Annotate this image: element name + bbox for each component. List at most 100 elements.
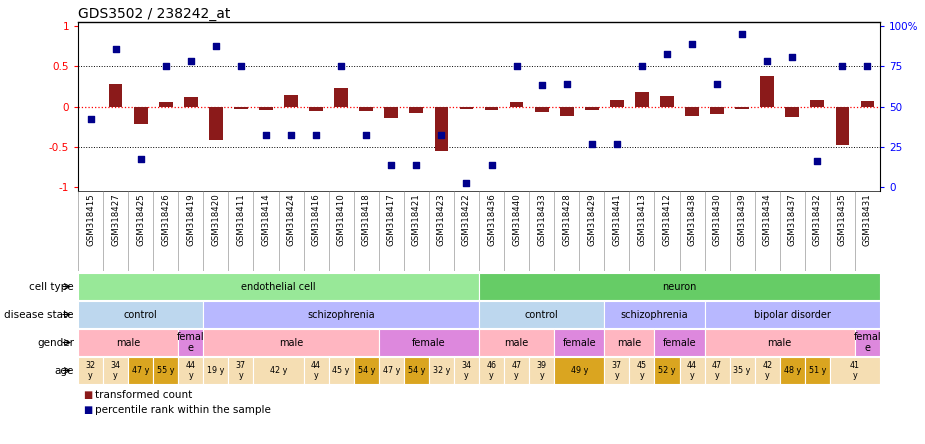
Point xyxy=(384,162,399,169)
Text: GSM318410: GSM318410 xyxy=(337,194,346,246)
Text: gender: gender xyxy=(37,337,74,348)
Bar xyxy=(560,107,574,116)
Bar xyxy=(234,107,248,109)
Text: male: male xyxy=(504,337,529,348)
Bar xyxy=(755,357,780,384)
Bar xyxy=(479,301,604,328)
Text: GSM318417: GSM318417 xyxy=(387,194,396,246)
Bar xyxy=(179,357,204,384)
Text: 52 y: 52 y xyxy=(659,366,676,375)
Bar xyxy=(334,88,348,107)
Bar xyxy=(629,357,655,384)
Bar xyxy=(78,301,204,328)
Bar xyxy=(353,357,378,384)
Bar xyxy=(485,107,499,110)
Bar xyxy=(109,84,122,107)
Bar xyxy=(460,107,474,109)
Text: 47
y: 47 y xyxy=(712,361,722,380)
Bar xyxy=(585,107,598,110)
Point xyxy=(560,80,574,87)
Text: control: control xyxy=(524,309,559,320)
Bar xyxy=(604,357,629,384)
Text: GSM318439: GSM318439 xyxy=(737,194,746,246)
Text: 47
y: 47 y xyxy=(512,361,522,380)
Bar xyxy=(184,97,198,107)
Point xyxy=(835,63,850,70)
Bar xyxy=(685,107,699,116)
Bar xyxy=(705,329,855,356)
Bar xyxy=(429,357,454,384)
Text: male: male xyxy=(116,337,141,348)
Text: 32 y: 32 y xyxy=(433,366,450,375)
Text: GSM318427: GSM318427 xyxy=(111,194,120,246)
Bar xyxy=(735,107,749,109)
Text: GSM318418: GSM318418 xyxy=(362,194,371,246)
Text: GSM318411: GSM318411 xyxy=(237,194,245,246)
Text: GSM318423: GSM318423 xyxy=(437,194,446,246)
Text: 49 y: 49 y xyxy=(571,366,588,375)
Bar xyxy=(309,107,323,111)
Text: GSM318426: GSM318426 xyxy=(161,194,170,246)
Bar xyxy=(204,357,228,384)
Text: GSM318430: GSM318430 xyxy=(712,194,722,246)
Text: 47 y: 47 y xyxy=(132,366,149,375)
Bar xyxy=(535,107,549,112)
Bar xyxy=(404,357,429,384)
Text: GSM318415: GSM318415 xyxy=(86,194,95,246)
Bar xyxy=(529,357,554,384)
Bar xyxy=(204,329,378,356)
Point xyxy=(309,131,324,138)
Text: 41
y: 41 y xyxy=(850,361,860,380)
Point xyxy=(535,81,549,88)
Bar xyxy=(510,103,524,107)
Bar xyxy=(655,329,705,356)
Text: GSM318421: GSM318421 xyxy=(412,194,421,246)
Text: 44
y: 44 y xyxy=(687,361,697,380)
Bar xyxy=(78,329,179,356)
Bar xyxy=(860,101,874,107)
Text: 42 y: 42 y xyxy=(270,366,287,375)
Text: GDS3502 / 238242_at: GDS3502 / 238242_at xyxy=(78,7,230,21)
Text: GSM318441: GSM318441 xyxy=(612,194,622,246)
Bar xyxy=(479,329,554,356)
Point xyxy=(284,131,299,138)
Bar xyxy=(103,357,129,384)
Bar xyxy=(479,273,880,300)
Text: control: control xyxy=(124,309,157,320)
Bar xyxy=(359,107,373,111)
Text: 39
y: 39 y xyxy=(536,361,547,380)
Text: disease state: disease state xyxy=(5,309,74,320)
Point xyxy=(509,63,524,70)
Text: GSM318437: GSM318437 xyxy=(788,194,796,246)
Bar xyxy=(635,92,648,107)
Text: GSM318425: GSM318425 xyxy=(136,194,145,246)
Bar xyxy=(504,357,529,384)
Bar xyxy=(179,329,204,356)
Bar xyxy=(604,301,705,328)
Point xyxy=(709,80,724,87)
Text: 54 y: 54 y xyxy=(358,366,375,375)
Bar xyxy=(554,357,604,384)
Bar xyxy=(655,357,680,384)
Text: age: age xyxy=(55,365,74,376)
Text: GSM318429: GSM318429 xyxy=(587,194,597,246)
Bar xyxy=(378,357,404,384)
Text: 48 y: 48 y xyxy=(783,366,801,375)
Text: female: female xyxy=(562,337,596,348)
Bar xyxy=(554,329,604,356)
Text: GSM318413: GSM318413 xyxy=(637,194,647,246)
Text: endothelial cell: endothelial cell xyxy=(241,281,315,292)
Text: 34
y: 34 y xyxy=(111,361,120,380)
Text: 54 y: 54 y xyxy=(408,366,425,375)
Text: GSM318416: GSM318416 xyxy=(312,194,321,246)
Bar xyxy=(810,100,824,107)
Bar xyxy=(830,357,880,384)
Text: neuron: neuron xyxy=(662,281,697,292)
Text: percentile rank within the sample: percentile rank within the sample xyxy=(94,405,270,415)
Text: male: male xyxy=(279,337,303,348)
Text: GSM318420: GSM318420 xyxy=(211,194,220,246)
Text: 35 y: 35 y xyxy=(734,366,751,375)
Bar xyxy=(410,107,424,113)
Text: female: female xyxy=(662,337,697,348)
Text: GSM318431: GSM318431 xyxy=(863,194,872,246)
